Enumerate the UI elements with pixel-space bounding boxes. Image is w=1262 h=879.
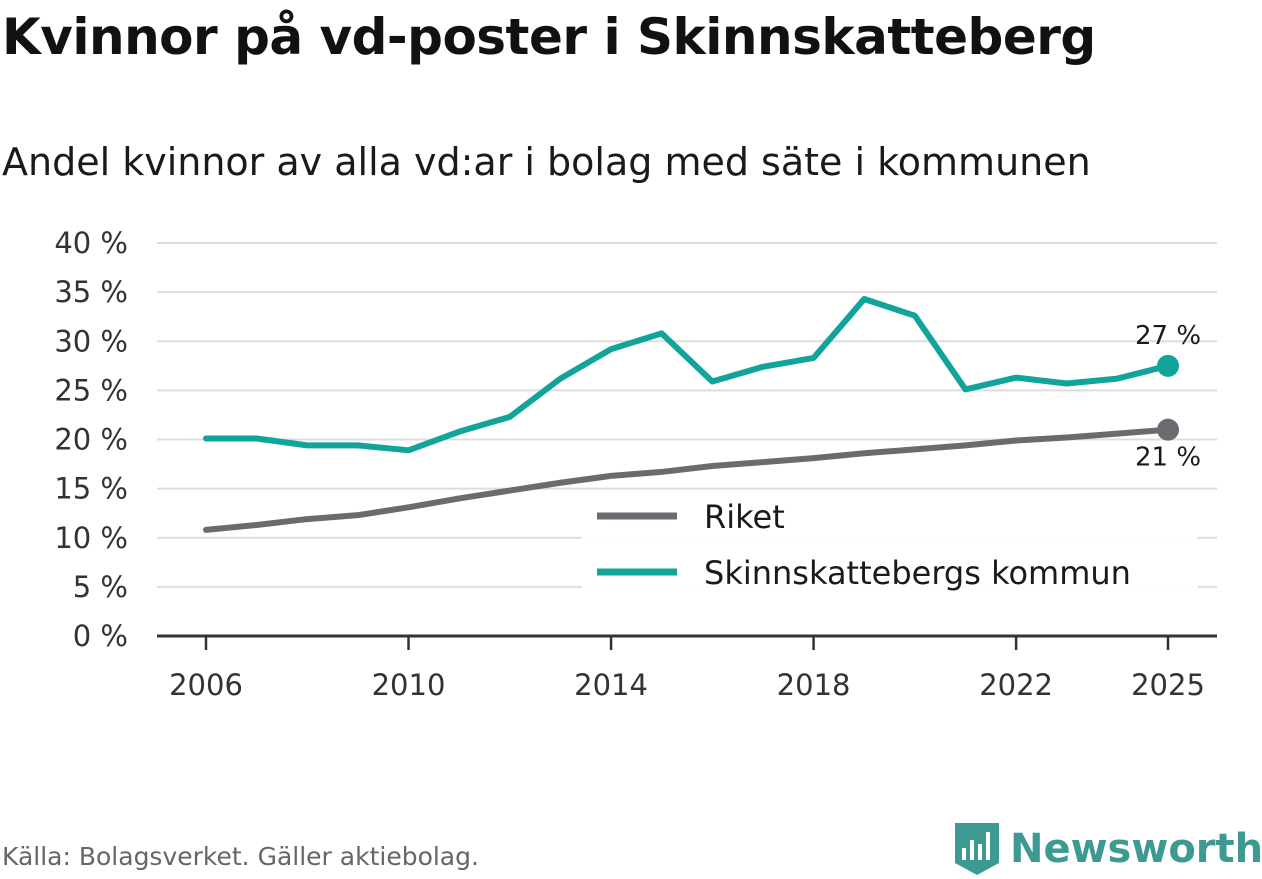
- chart-subtitle: Andel kvinnor av alla vd:ar i bolag med …: [2, 140, 1091, 184]
- end-point-riket: [1157, 418, 1179, 441]
- y-tick-label: 35 %: [54, 275, 128, 309]
- end-label-kommun: 27 %: [1135, 321, 1201, 351]
- x-tick-label: 2010: [372, 668, 446, 702]
- y-tick-label: 15 %: [54, 472, 128, 506]
- x-tick-label: 2025: [1131, 668, 1205, 702]
- x-tick-label: 2006: [169, 668, 243, 702]
- brand-logo: Newsworthy: [952, 820, 1262, 878]
- brand-name: Newsworthy: [1010, 826, 1262, 872]
- end-labels: 27 % 21 %: [1135, 321, 1201, 473]
- y-tick-label: 25 %: [54, 373, 128, 407]
- x-tick-label: 2022: [979, 668, 1053, 702]
- x-tick-label: 2018: [777, 668, 851, 702]
- newsworthy-logo-icon: [955, 823, 999, 875]
- legend-background: [582, 490, 1198, 612]
- chart-title: Kvinnor på vd-poster i Skinnskatteberg: [2, 8, 1096, 66]
- y-tick-label: 10 %: [54, 521, 128, 555]
- legend-label: Skinnskattebergs kommun: [704, 554, 1131, 592]
- y-tick-label: 40 %: [54, 226, 128, 260]
- y-tick-label: 5 %: [73, 570, 128, 604]
- series-line-kommun: [203, 296, 1171, 454]
- series-lines: [203, 296, 1179, 533]
- y-axis-ticks: 0 % 5 % 10 % 15 % 20 % 25 % 30 % 35 % 40 %: [54, 226, 128, 653]
- legend-label: Riket: [704, 498, 785, 536]
- series-line-riket: [203, 426, 1171, 533]
- y-tick-label: 30 %: [54, 324, 128, 358]
- end-point-kommun: [1157, 354, 1179, 377]
- y-tick-label: 20 %: [54, 423, 128, 457]
- legend: Riket Skinnskattebergs kommun: [582, 490, 1198, 612]
- x-axis-ticks: 2006 2010 2014 2018 2022 2025: [157, 634, 1217, 702]
- source-note: Källa: Bolagsverket. Gäller aktiebolag.: [2, 842, 479, 871]
- x-tick-label: 2014: [574, 668, 648, 702]
- end-label-riket: 21 %: [1135, 443, 1201, 473]
- y-tick-label: 0 %: [73, 619, 128, 653]
